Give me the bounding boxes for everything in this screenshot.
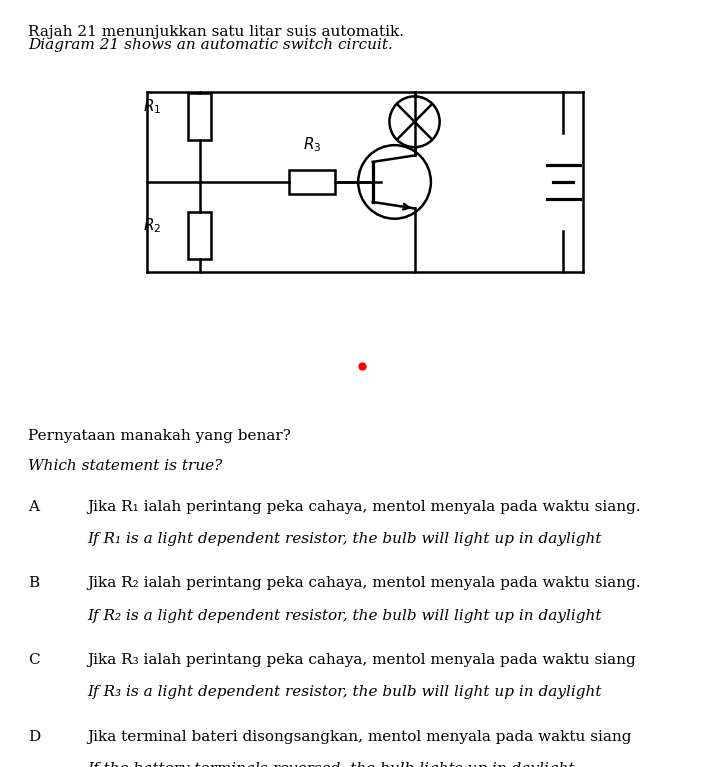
Text: Jika terminal bateri disongsangkan, mentol menyala pada waktu siang: Jika terminal bateri disongsangkan, ment… <box>87 730 632 744</box>
Text: $R_2$: $R_2$ <box>143 216 161 235</box>
Bar <box>188 94 211 140</box>
Text: If R₃ is a light dependent resistor, the bulb will light up in daylight: If R₃ is a light dependent resistor, the… <box>87 686 602 700</box>
Text: Rajah 21 menunjukkan satu litar suis automatik.: Rajah 21 menunjukkan satu litar suis aut… <box>28 25 403 39</box>
Bar <box>289 170 335 193</box>
Text: If the battery terminals reversed, the bulb lights up in daylight: If the battery terminals reversed, the b… <box>87 762 575 767</box>
Text: $R_1$: $R_1$ <box>143 97 161 116</box>
Text: Diagram 21 shows an automatic switch circuit.: Diagram 21 shows an automatic switch cir… <box>28 38 393 52</box>
Text: Jika R₁ ialah perintang peka cahaya, mentol menyala pada waktu siang.: Jika R₁ ialah perintang peka cahaya, men… <box>87 499 641 514</box>
Text: D: D <box>28 730 40 744</box>
Text: If R₂ is a light dependent resistor, the bulb will light up in daylight: If R₂ is a light dependent resistor, the… <box>87 608 602 623</box>
Text: $R_3$: $R_3$ <box>302 135 321 153</box>
Text: If R₁ is a light dependent resistor, the bulb will light up in daylight: If R₁ is a light dependent resistor, the… <box>87 532 602 545</box>
Text: C: C <box>28 653 39 667</box>
Text: A: A <box>28 499 39 514</box>
Text: B: B <box>28 577 39 591</box>
Text: Which statement is true?: Which statement is true? <box>28 459 222 473</box>
Text: Pernyataan manakah yang benar?: Pernyataan manakah yang benar? <box>28 430 291 443</box>
Text: Jika R₂ ialah perintang peka cahaya, mentol menyala pada waktu siang.: Jika R₂ ialah perintang peka cahaya, men… <box>87 577 641 591</box>
Text: Jika R₃ ialah perintang peka cahaya, mentol menyala pada waktu siang: Jika R₃ ialah perintang peka cahaya, men… <box>87 653 636 667</box>
Bar <box>188 212 211 258</box>
